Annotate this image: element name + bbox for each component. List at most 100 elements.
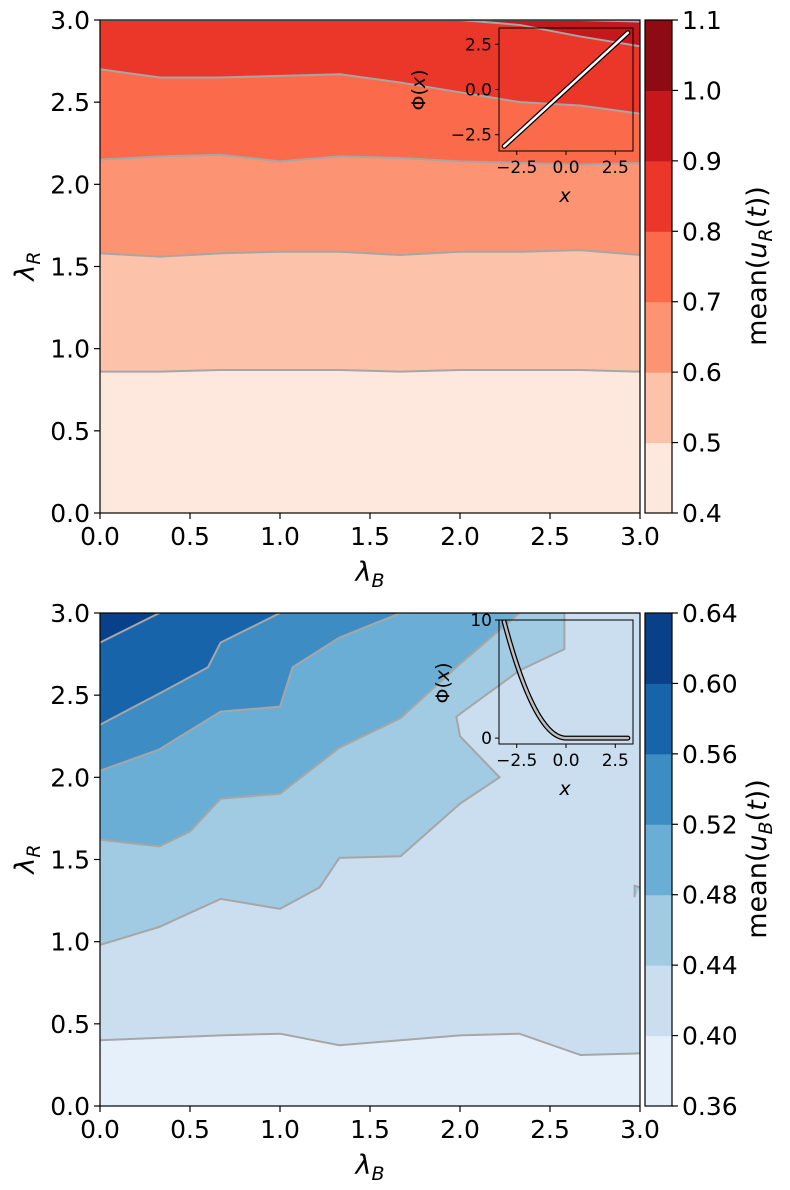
bot-colorbar-tick-label: 0.60 [682, 669, 738, 698]
bot-contour-line-3 [100, 613, 401, 772]
top-xtick-label: 3.0 [620, 522, 660, 551]
top-colorbar-segment [645, 90, 672, 162]
top-y-axis-ticks: 0.0 0.5 1.0 1.5 2.0 2.5 3.0 [50, 6, 100, 528]
top-contour-line-0 [100, 369, 640, 373]
top-colorbar-segment [645, 442, 672, 514]
top-ytick-label: 1.5 [50, 253, 90, 282]
top-panel: 0.0 0.5 1.0 1.5 2.0 2.5 3.0 0.0 0.5 1.0 1.5 2.0 2.5… [10, 6, 777, 592]
bot-ytick-label: 3.0 [50, 599, 90, 628]
top-ytick-label: 0.5 [50, 417, 90, 446]
bot-contour-line-1 [100, 613, 566, 946]
bot-contour-line-6 [633, 884, 640, 898]
top-colorbar: 0.4 0.5 0.6 0.7 0.8 0.9 1.0 1.1 [644, 6, 722, 528]
bot-ytick-label: 0.0 [50, 1092, 90, 1121]
bot-inset-ytick-label: 10 [470, 611, 492, 631]
bot-colorbar-tick-label: 0.44 [682, 951, 738, 980]
top-inset-ytick-label: 2.5 [465, 35, 492, 55]
bottom-contour-lines [100, 613, 640, 1057]
bot-inset-curve-line [502, 620, 630, 740]
bot-colorbar-segment [645, 753, 672, 825]
top-ytick-label: 0.0 [50, 499, 90, 528]
top-colorbar-tick-label: 1.1 [682, 6, 722, 35]
bottom-panel: 0.0 0.5 1.0 1.5 2.0 2.5 3.0 0.0 0.5 1.0 1.5 2.0 2.5… [10, 599, 777, 1185]
bot-xtick-label: 1.0 [260, 1115, 300, 1144]
bot-colorbar-segment [645, 683, 672, 755]
bot-colorbar-segment [645, 965, 672, 1037]
bot-contour-line-4 [100, 613, 281, 726]
top-xtick-label: 0.5 [170, 522, 210, 551]
top-inset-curve [501, 30, 631, 149]
bottom-y-axis-label: λR [10, 844, 45, 875]
bottom-colorbar-label: mean(uB(t)) [742, 779, 777, 939]
top-ytick-label: 2.5 [50, 88, 90, 117]
top-band-5 [100, 20, 640, 47]
bot-ytick-label: 1.0 [50, 928, 90, 957]
bot-colorbar-segment [645, 1035, 672, 1107]
top-inset-xtick-label: 0.0 [552, 158, 579, 178]
bot-colorbar-tick-label: 0.52 [682, 810, 738, 839]
bot-ytick-label: 2.5 [50, 681, 90, 710]
bottom-inset-x-label: x [558, 778, 571, 800]
bot-xtick-label: 0.5 [170, 1115, 210, 1144]
bottom-y-axis-ticks: 0.0 0.5 1.0 1.5 2.0 2.5 3.0 [50, 599, 100, 1121]
bot-inset-xtick-label: 2.5 [602, 751, 629, 771]
top-colorbar-tick-label: 0.9 [682, 147, 722, 176]
top-inset-xtick-label: 2.5 [602, 158, 629, 178]
bot-ytick-label: 1.5 [50, 846, 90, 875]
top-inset-x-label: x [558, 185, 571, 207]
bot-colorbar-segment [645, 824, 672, 896]
top-colorbar-tick-label: 0.8 [682, 217, 722, 246]
bottom-x-axis-label: λB [353, 1150, 384, 1185]
bot-colorbar-tick-label: 0.64 [682, 599, 738, 628]
top-inset-ticks: −2.5 0.0 2.5 2.5 0.0 −2.5 [451, 35, 629, 178]
bot-contour-line-5 [100, 613, 160, 644]
top-colorbar-label: mean(uR(t)) [742, 186, 777, 346]
bot-colorbar-tick-label: 0.48 [682, 881, 738, 910]
top-colorbar-frame [644, 19, 673, 514]
bot-xtick-label: 2.0 [440, 1115, 480, 1144]
top-xtick-label: 2.0 [440, 522, 480, 551]
bottom-colorbar: 0.36 0.40 0.44 0.48 0.52 0.56 0.60 0.64 [644, 599, 738, 1121]
bot-contour-line-0 [100, 1032, 640, 1057]
top-colorbar-segment [645, 372, 672, 444]
bot-contour-line-2 [100, 613, 521, 848]
bottom-contour-fills [100, 613, 640, 1106]
bottom-x-axis-ticks: 0.0 0.5 1.0 1.5 2.0 2.5 3.0 [80, 1106, 660, 1144]
top-x-axis-ticks: 0.0 0.5 1.0 1.5 2.0 2.5 3.0 [80, 513, 660, 551]
top-colorbar-segment [645, 231, 672, 303]
bottom-inset: −2.5 0.0 2.5 10 0 x Φ(x) [432, 611, 634, 800]
bottom-inset-ticks: −2.5 0.0 2.5 10 0 [470, 611, 628, 771]
top-inset-xtick-label: −2.5 [496, 158, 537, 178]
top-inset-y-label: Φ(x) [408, 69, 430, 110]
bottom-inset-curve [501, 620, 631, 741]
bot-inset-xtick-label: −2.5 [496, 751, 537, 771]
top-y-axis-label: λR [10, 251, 45, 282]
top-band-4 [100, 20, 640, 114]
bot-colorbar-frame [644, 612, 673, 1107]
bot-ytick-label: 2.0 [50, 763, 90, 792]
bot-xtick-label: 2.5 [530, 1115, 570, 1144]
top-contour-line-2 [100, 153, 640, 166]
top-ytick-label: 2.0 [50, 170, 90, 199]
bot-band-island [634, 885, 640, 898]
top-colorbar-segment [645, 301, 672, 373]
top-xtick-label: 2.5 [530, 522, 570, 551]
bot-colorbar-segment [645, 613, 672, 684]
top-contour-line-1 [100, 249, 640, 258]
top-colorbar-tick-label: 1.0 [682, 76, 722, 105]
top-colorbar-segment [645, 20, 672, 91]
top-colorbar-tick-label: 0.6 [682, 358, 722, 387]
top-inset: −2.5 0.0 2.5 2.5 0.0 −2.5 x Φ(x) [408, 27, 634, 207]
top-xtick-label: 1.5 [350, 522, 390, 551]
bot-xtick-label: 1.5 [350, 1115, 390, 1144]
bot-inset-ytick-label: 0 [481, 729, 492, 749]
top-xtick-label: 1.0 [260, 522, 300, 551]
top-colorbar-tick-label: 0.7 [682, 288, 722, 317]
bot-colorbar-tick-label: 0.40 [682, 1022, 738, 1051]
top-ytick-label: 3.0 [50, 6, 90, 35]
bot-band-5 [100, 613, 280, 725]
bot-xtick-label: 0.0 [80, 1115, 120, 1144]
top-colorbar-tick-label: 0.4 [682, 499, 722, 528]
top-ytick-label: 1.0 [50, 335, 90, 364]
